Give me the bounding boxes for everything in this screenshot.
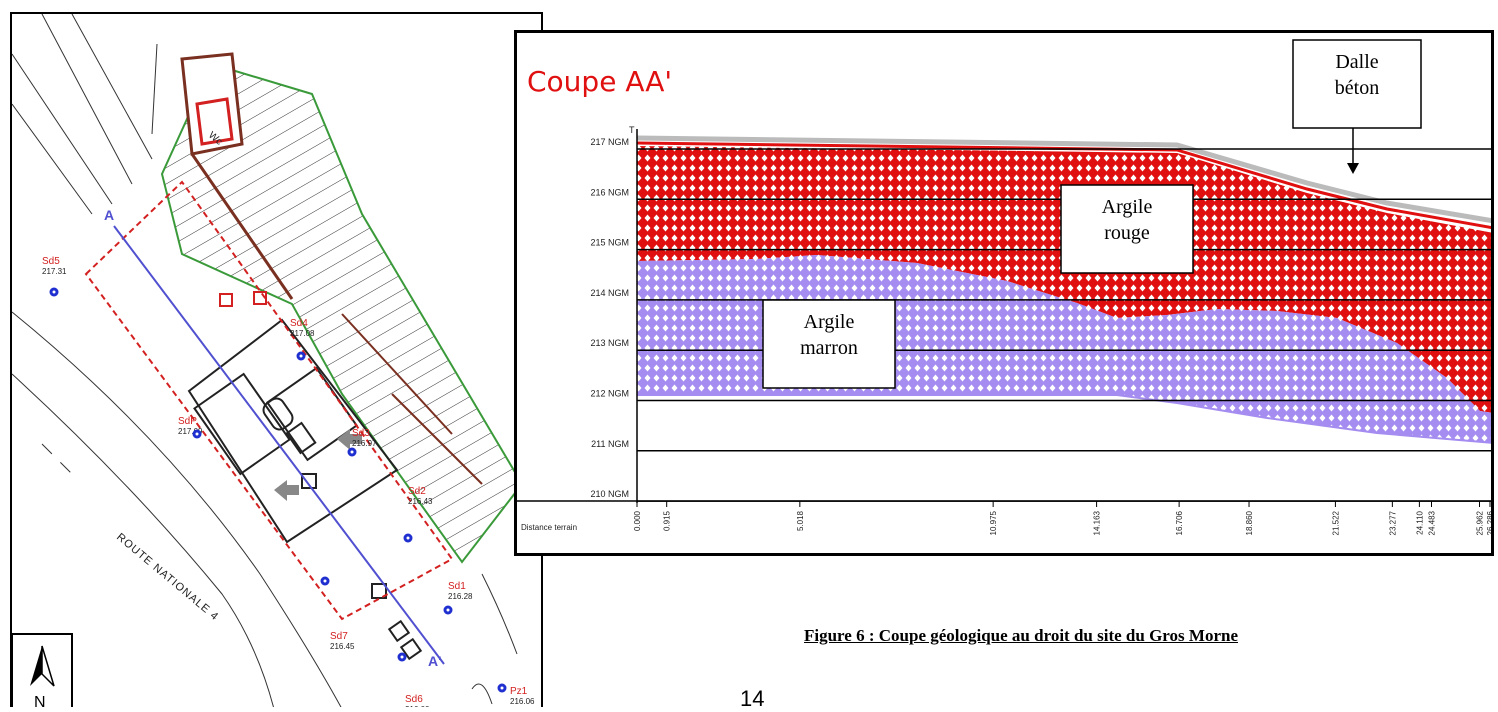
distance-tick-label: 18.860 [1245, 510, 1254, 535]
label-line: béton [1335, 77, 1379, 99]
page-number: 14 [740, 686, 765, 711]
label-line: Argile [804, 311, 855, 333]
borehole-marker-center [350, 450, 354, 454]
label-dalle-beton: Dalle béton [1292, 39, 1422, 174]
distance-tick-label: 23.277 [1388, 510, 1397, 535]
borehole-elevation: 217.09 [178, 427, 203, 436]
borehole-id: Sd6 [405, 694, 423, 705]
section-line-aa [113, 225, 445, 665]
figure-caption: Figure 6 : Coupe géologique au droit du … [804, 626, 1238, 645]
borehole-marker-center [406, 536, 410, 540]
section-drawing: 217 NGM 216 NGM 215 NGM 214 NGM 213 NGM 212 N… [517, 39, 1494, 535]
borehole-elevation: 216.00 [405, 705, 430, 707]
elevation-label: 216 NGM [590, 187, 629, 197]
section-end-label: A' [428, 653, 441, 669]
borehole-marker-center [52, 290, 56, 294]
borehole-id: Sd3 [352, 428, 370, 439]
distance-tick-label: 25.962 [1475, 510, 1484, 535]
borehole-elevation: 216.97 [352, 439, 377, 448]
site-plan: Sd5 217.31 Sd4 217.08 SdP 217.09 Sd3 216.97 Sd2 2… [10, 12, 543, 707]
distance-tick-label: 0.000 [633, 510, 642, 531]
geological-section: 217 NGM 216 NGM 215 NGM 214 NGM 213 NGM 212 N… [514, 30, 1494, 556]
label-line: rouge [1104, 222, 1150, 244]
distance-tick-label: 10.975 [989, 510, 998, 535]
borehole-marker-center [500, 686, 504, 690]
borehole-elevation: 217.08 [290, 329, 315, 338]
section-title: Coupe AA' [527, 65, 672, 98]
borehole-marker-center [400, 655, 404, 659]
elevation-label: 211 NGM [591, 439, 629, 449]
label-argile-rouge: Argile rouge [1060, 184, 1194, 274]
elevation-label: 215 NGM [590, 238, 629, 248]
distance-tick-label: 21.522 [1331, 510, 1340, 535]
borehole-id: Sd1 [448, 581, 466, 592]
borehole-id: Sd5 [42, 256, 60, 267]
layer-base-line [637, 394, 1491, 444]
distance-label: Distance terrain [521, 523, 577, 532]
road-label: ROUTE NATIONALE 4 [114, 531, 221, 623]
section-start-label: A [104, 207, 114, 223]
layer-argile-rouge [637, 146, 1491, 413]
label-box [762, 299, 896, 389]
elevation-label: 213 NGM [590, 338, 629, 348]
station-block [187, 318, 423, 661]
site-perimeter [84, 180, 454, 621]
borehole-elevation: 216.06 [510, 697, 535, 706]
label-argile-marron: Argile marron [762, 299, 896, 389]
label-box [1060, 184, 1194, 274]
borehole-marker-center [446, 608, 450, 612]
borehole-elevation: 216.43 [408, 497, 433, 506]
road-edges [12, 14, 518, 707]
borehole-id: Sd4 [290, 318, 308, 329]
north-arrow [12, 633, 73, 707]
label-line: marron [800, 337, 858, 359]
borehole-elevation: 216.28 [448, 592, 473, 601]
borehole-id: Pz1 [510, 686, 528, 697]
borehole-id: Sd7 [330, 631, 348, 642]
distance-tick-label: 24.110 [1415, 510, 1424, 534]
north-label: N [34, 694, 46, 707]
layer-dalle-beton [636, 135, 1491, 224]
distance-tick-label: 26.286 [1486, 510, 1494, 535]
borehole-id: Sd2 [408, 486, 426, 497]
distance-tick-label: 0.915 [663, 510, 672, 531]
label-box [1292, 39, 1422, 129]
borehole-id: SdP [178, 416, 197, 427]
distance-tick-label: 5.018 [796, 510, 805, 531]
label-line: Dalle [1335, 51, 1378, 73]
borehole-marker-center [195, 432, 199, 436]
axis-top-marker: T [629, 125, 635, 135]
elevation-label: 210 NGM [590, 489, 629, 499]
elevation-label: 212 NGM [590, 389, 629, 399]
building-hatched [160, 52, 524, 564]
dalle-pointer-arrow-icon [1347, 163, 1359, 174]
borehole-sd6: Sd6216.00 [397, 652, 430, 707]
distance-tick-label: 14.163 [1093, 510, 1102, 535]
distance-tick-label: 16.706 [1175, 510, 1184, 535]
elevation-label: 217 NGM [590, 137, 629, 147]
borehole-marker-center [299, 354, 303, 358]
borehole-elevation: 217.31 [42, 267, 67, 276]
label-line: Argile [1102, 196, 1153, 218]
elevation-label: 214 NGM [590, 288, 629, 298]
borehole-elevation: 216.45 [330, 642, 355, 651]
ground-surface-line [636, 141, 1491, 229]
borehole-marker-center [323, 579, 327, 583]
distance-tick-label: 24.483 [1427, 510, 1436, 535]
traffic-arrows [274, 429, 362, 501]
